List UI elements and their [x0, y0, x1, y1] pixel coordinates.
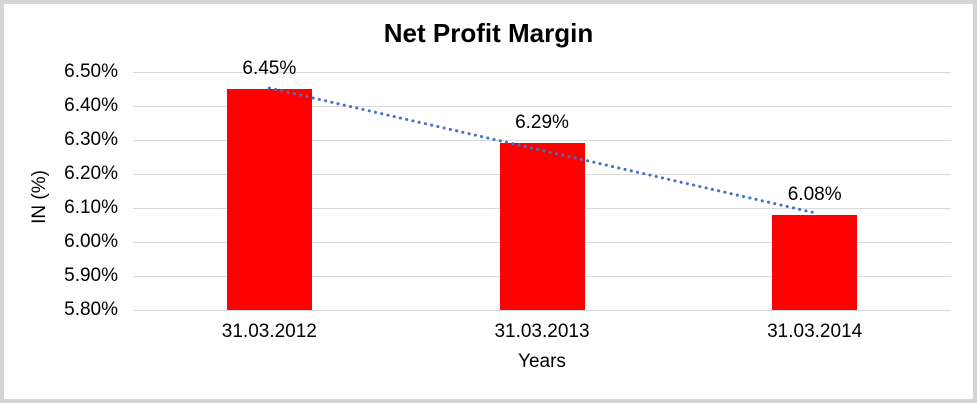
- gridline: [133, 72, 951, 73]
- data-label: 6.29%: [515, 112, 569, 134]
- gridline: [133, 310, 951, 311]
- data-label: 6.08%: [787, 183, 842, 205]
- x-category-label: 31.03.2014: [767, 321, 863, 342]
- bar-31.03.2012: [226, 89, 312, 310]
- y-tick-label: 6.30%: [64, 129, 118, 150]
- x-category-label: 31.03.2013: [494, 321, 590, 342]
- y-tick-label: 6.50%: [64, 61, 118, 82]
- bar-31.03.2014: [772, 214, 858, 310]
- x-category-label: 31.03.2012: [221, 321, 317, 342]
- data-label: 6.45%: [242, 58, 297, 79]
- y-tick-label: 5.90%: [64, 265, 118, 286]
- x-axis-title: Years: [518, 351, 566, 372]
- y-tick-label: 6.10%: [64, 197, 118, 218]
- bar-31.03.2013: [499, 143, 585, 310]
- y-tick-label: 6.20%: [64, 163, 118, 184]
- chart-title: Net Profit Margin: [383, 18, 594, 48]
- y-tick-label: 6.40%: [64, 95, 118, 116]
- y-tick-label: 6.00%: [64, 231, 118, 252]
- y-tick-label: 5.80%: [64, 299, 118, 320]
